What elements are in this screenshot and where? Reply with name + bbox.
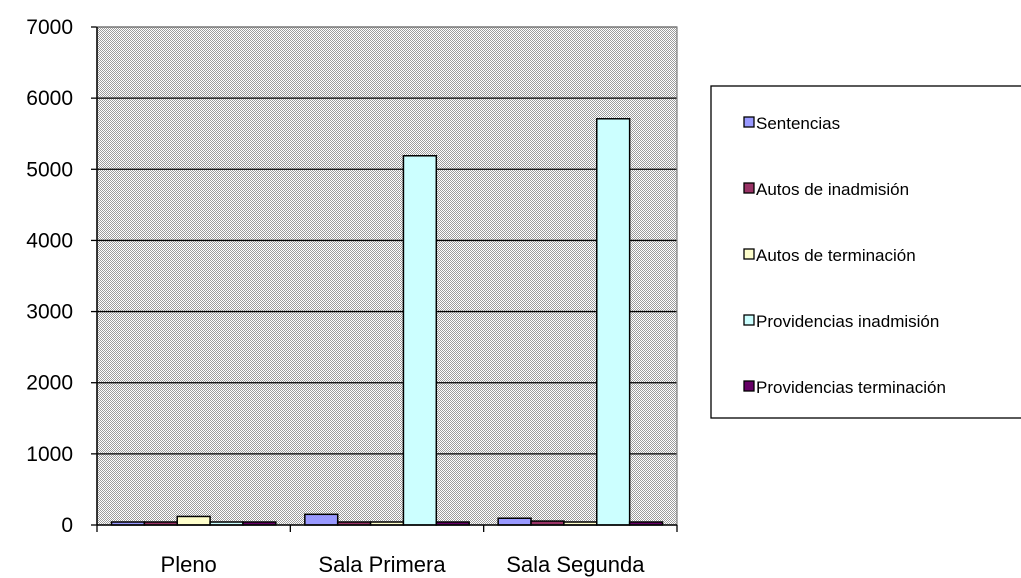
bar-0-2 xyxy=(176,515,211,526)
y-tick-label: 3000 xyxy=(26,301,73,324)
x-axis-category-labels: Pleno Sala Primera Sala Segunda xyxy=(161,552,646,577)
x-category-label: Sala Segunda xyxy=(506,552,645,577)
legend-label: Autos de terminación xyxy=(756,246,916,265)
y-tick-label: 1000 xyxy=(26,443,73,466)
legend-label: Sentencias xyxy=(756,114,840,133)
axes xyxy=(91,26,678,532)
legend: Sentencias Autos de inadmisión Autos de te… xyxy=(710,85,1021,419)
bar-2-3 xyxy=(596,118,631,526)
legend-swatch xyxy=(743,380,755,392)
legend-box xyxy=(710,85,1021,419)
legend-label: Providencias terminación xyxy=(756,378,946,397)
bar-1-0 xyxy=(304,513,339,526)
bar-2-0 xyxy=(497,517,532,526)
y-tick-label: 0 xyxy=(61,514,73,537)
legend-swatch xyxy=(743,182,755,194)
y-tick-label: 4000 xyxy=(26,229,73,252)
legend-swatch xyxy=(743,116,755,128)
plot-area xyxy=(97,27,677,525)
x-category-label: Pleno xyxy=(161,552,217,577)
legend-label: Providencias inadmisión xyxy=(756,312,939,331)
legend-swatch xyxy=(743,248,755,260)
bar-1-3 xyxy=(402,155,438,526)
legend-swatch xyxy=(743,314,755,326)
y-tick-label: 2000 xyxy=(26,372,73,395)
y-tick-label: 5000 xyxy=(26,158,73,181)
y-tick-label: 7000 xyxy=(26,16,73,39)
y-tick-label: 6000 xyxy=(26,87,73,110)
legend-label: Autos de inadmisión xyxy=(756,180,909,199)
y-axis-tick-labels: 0 1000 2000 3000 4000 5000 6000 7000 xyxy=(26,16,73,537)
x-category-label: Sala Primera xyxy=(318,552,446,577)
